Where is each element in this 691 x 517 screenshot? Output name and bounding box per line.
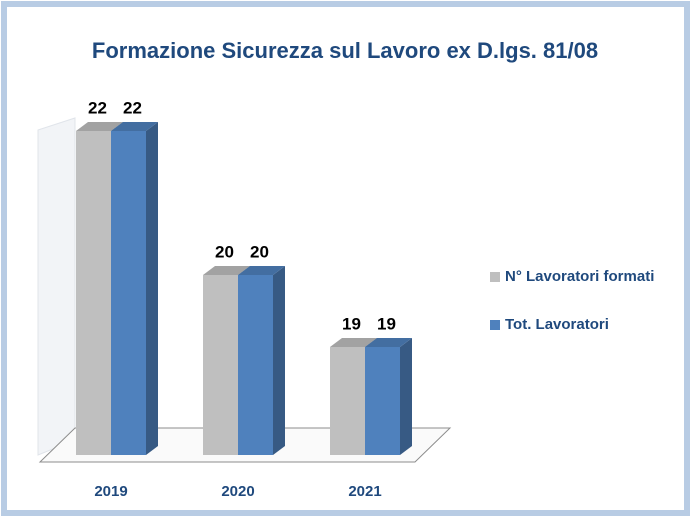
value-label: 22 bbox=[123, 98, 142, 117]
bar bbox=[203, 275, 238, 455]
bar bbox=[111, 131, 146, 455]
value-label: 19 bbox=[342, 314, 361, 333]
bar-side bbox=[400, 338, 412, 455]
value-label: 20 bbox=[250, 242, 269, 261]
bar bbox=[238, 275, 273, 455]
x-tick-label: 2021 bbox=[348, 483, 381, 500]
legend-label: Tot. Lavoratori bbox=[505, 316, 609, 333]
legend-label: N° Lavoratori formati bbox=[505, 268, 654, 285]
value-label: 19 bbox=[377, 314, 396, 333]
chart-title: Formazione Sicurezza sul Lavoro ex D.lgs… bbox=[92, 38, 598, 63]
chart: Formazione Sicurezza sul Lavoro ex D.lgs… bbox=[0, 0, 691, 517]
bar-side bbox=[146, 122, 158, 455]
bar bbox=[365, 347, 400, 455]
back-wall bbox=[38, 118, 75, 455]
value-label: 20 bbox=[215, 242, 234, 261]
bar-side bbox=[273, 266, 285, 455]
legend-swatch bbox=[490, 320, 500, 330]
x-tick-label: 2019 bbox=[94, 483, 127, 500]
legend-swatch bbox=[490, 272, 500, 282]
x-tick-label: 2020 bbox=[221, 483, 254, 500]
value-label: 22 bbox=[88, 98, 107, 117]
bar bbox=[330, 347, 365, 455]
bar bbox=[76, 131, 111, 455]
